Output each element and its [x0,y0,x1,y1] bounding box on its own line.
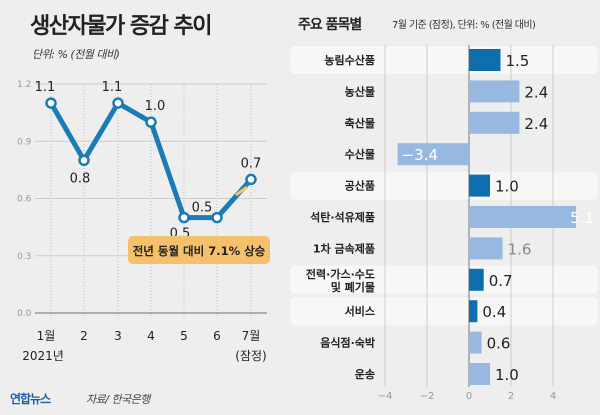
data-point [145,116,157,128]
y-tick-label: 0.9 [17,137,32,147]
x-tick-label: 0 [466,391,472,402]
y-tick-label: 1.2 [17,80,31,90]
data-label: 0.6 [487,335,511,353]
data-label: 2.4 [524,115,548,133]
category-label: 운송 [355,368,375,381]
data-label: 1.6 [508,240,532,258]
category-label: 농림수산품 [324,53,375,67]
data-label: −3.4 [402,146,438,164]
data-label: 0.7 [489,272,513,290]
data-label: 0.5 [192,201,213,216]
bar [469,111,520,134]
y-tick-label: 0.0 [17,309,32,319]
yonhap-logo: 연합뉴스 [10,392,51,406]
bar [469,80,520,103]
x-tick-label: 4 [147,329,155,343]
category-label: 전력·가스·수도 [306,267,375,281]
data-label: 2.4 [524,83,548,101]
x-tick-label: 2 [80,329,88,343]
x-tick-sublabel: 2021년 [22,349,64,363]
bar [469,331,482,354]
data-point [78,154,90,167]
data-point [178,211,190,224]
x-tick-sublabel: (잠정) [235,349,266,363]
right-chart-unit: 7월 기준 (잠정), 단위: % (전월 대비) [392,20,536,31]
annotation-text: 전년 동월 대비 7.1% 상승 [133,244,266,258]
category-label: 음식점·숙박 [320,336,375,350]
bar [469,174,490,197]
x-tick-label: 7월 [242,329,261,343]
x-tick-label: 1월 [37,329,56,343]
x-tick-label: 2 [508,391,514,402]
y-tick-label: 0.3 [17,252,31,262]
bar [469,237,503,260]
category-label: 축산물 [345,116,375,130]
annotation-box [128,236,270,264]
data-label: 1.0 [495,178,519,196]
highlight-row [290,46,598,74]
category-label: 1차 금속제품 [313,241,375,255]
highlight-row [290,171,598,200]
highlight-row [290,265,598,294]
x-tick-label: −4 [378,391,393,402]
category-label: 및 폐기물 [331,280,375,294]
data-label: 1.5 [506,52,530,70]
annotation-pointer [235,185,248,197]
bar [397,143,469,166]
data-label: 0.7 [241,156,262,171]
y-tick-label: 0.6 [17,195,32,205]
x-tick-label: 5 [180,329,188,343]
left-chart-title: 생산자물가 증감 추이 [30,14,212,39]
data-label: 5.1 [570,209,594,227]
bar [469,268,484,291]
category-label: 농산물 [345,84,375,98]
data-point [245,173,257,186]
data-label: 0.8 [70,171,91,186]
x-tick-label: −2 [420,391,435,402]
data-point [45,97,57,109]
data-point [112,97,124,109]
data-point [211,211,223,224]
category-label: 석탄·석유제품 [310,210,375,224]
bar [469,206,577,228]
bar [469,300,478,323]
category-label: 공산품 [345,179,375,193]
x-tick-label: 6 [213,329,221,343]
data-label: 1.1 [102,80,123,95]
x-tick-label: 4 [550,391,556,402]
highlight-row [290,297,598,326]
source-text: 자료/ 한국은행 [86,393,150,406]
bar [469,363,490,385]
right-chart-title: 주요 품목별 [298,17,362,33]
category-label: 수산물 [345,147,375,161]
left-chart-unit: 단위: % (전월 대비) [32,48,120,61]
category-label: 서비스 [345,304,375,318]
bar [469,49,501,71]
data-label: 0.4 [482,303,506,321]
data-label: 1.1 [35,80,56,95]
data-label: 1.0 [145,99,166,114]
x-tick-label: 3 [114,329,122,343]
data-label: 1.0 [495,366,519,384]
